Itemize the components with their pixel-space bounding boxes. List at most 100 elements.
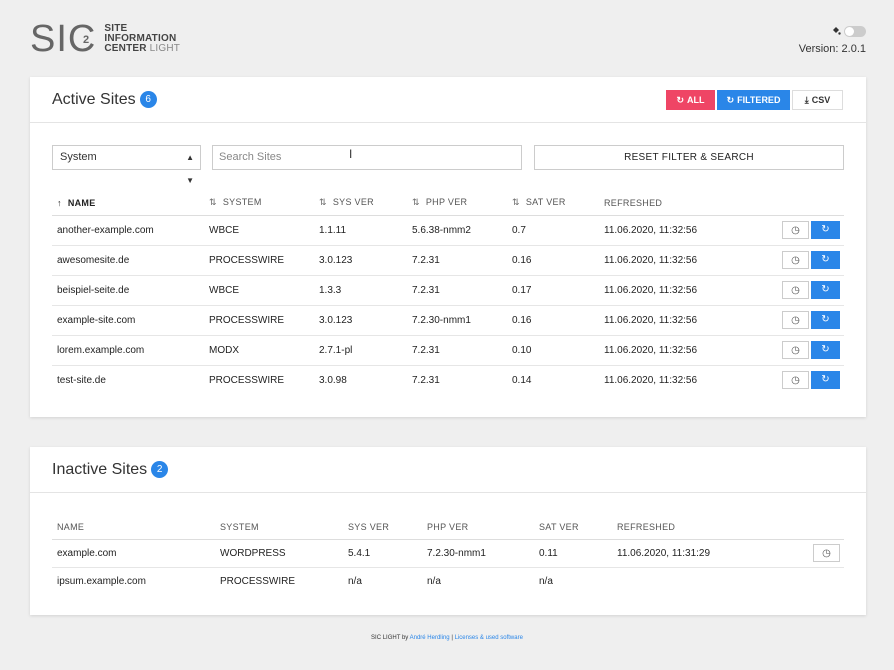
table-cell: 11.06.2020, 11:31:29 [612, 539, 782, 568]
clock-icon: ◷ [791, 225, 800, 236]
table-cell: another-example.com [52, 215, 204, 246]
table-cell: 11.06.2020, 11:32:56 [599, 215, 739, 246]
download-icon: ⤓ [804, 94, 809, 105]
refresh-site-button[interactable]: ↻ [811, 251, 840, 269]
table-cell: 0.7 [507, 215, 599, 246]
col-header-php-ver: PHP VER [422, 515, 534, 540]
table-cell: test-site.de [57, 374, 106, 386]
refresh-site-button[interactable]: ↻ [811, 371, 840, 390]
table-cell: 11.06.2020, 11:32:56 [599, 305, 739, 336]
licenses-link[interactable]: Licenses & used software [454, 635, 523, 641]
table-cell: MODX [204, 335, 314, 366]
table-cell: PROCESSWIRE [209, 374, 285, 386]
row-actions: ◷ ↻ [739, 245, 844, 276]
col-header-name: NAME [52, 515, 215, 540]
logo-line3-bold: CENTER [104, 43, 147, 54]
table-row: example-site.com PROCESSWIRE 3.0.123 7.2.30… [52, 305, 844, 336]
active-sites-title: Active Sites [52, 90, 136, 108]
version-label: Version: 2.0.1 [798, 43, 866, 55]
system-select[interactable]: System ▲ ▼ [52, 145, 201, 185]
table-cell: 1.1.11 [314, 215, 407, 246]
refresh-icon: ↻ [676, 94, 685, 105]
table-cell: 11.06.2020, 11:32:56 [599, 335, 739, 366]
col-header-sat-ver[interactable]: ⇅ SAT VER [507, 191, 599, 216]
table-cell: 5.6.38-nmm2 [407, 215, 507, 246]
refresh-site-button[interactable]: ↻ [811, 341, 840, 359]
logo-text: SITE INFORMATION CENTER LIGHT [104, 24, 180, 54]
clock-icon: ◷ [822, 548, 831, 559]
table-cell: 0.16 [507, 305, 599, 336]
filter-bar: System ▲ ▼ Search Sites I RESET FILTER & … [52, 145, 844, 185]
history-button[interactable]: ◷ [782, 341, 809, 359]
footer-prefix: SIC LIGHT by [371, 635, 409, 641]
table-cell: WBCE [204, 215, 314, 246]
refresh-site-button[interactable]: ↻ [811, 281, 840, 299]
table-cell: 0.11 [534, 539, 612, 568]
table-cell: example-site.com [52, 305, 204, 336]
header-right: Version: 2.0.1 [799, 24, 866, 55]
inactive-sites-title: Inactive Sites [52, 460, 148, 478]
table-cell: 0.16 [507, 245, 599, 276]
table-cell: 2.7.1-pl [314, 335, 407, 366]
refresh-filtered-button[interactable]: ↻ FILTERED [717, 90, 790, 110]
col-header-actions [739, 191, 844, 216]
table-cell: n/a [427, 575, 441, 587]
col-header-refreshed: REFRESHED [612, 515, 782, 540]
history-button[interactable]: ◷ [782, 251, 809, 269]
table-cell: 11.06.2020, 11:32:56 [599, 275, 739, 306]
csv-export-button[interactable]: ⤓ CSV [792, 90, 843, 110]
clock-icon: ◷ [791, 375, 800, 387]
table-cell [612, 567, 782, 595]
table-cell: 7.2.31 [407, 275, 507, 306]
history-button[interactable]: ◷ [782, 311, 809, 329]
col-header-system[interactable]: ⇅ SYSTEM [204, 191, 314, 216]
table-row: beispiel-seite.de WBCE 1.3.3 7.2.31 0.17 11.0… [52, 275, 844, 306]
inactive-count-badge: 2 [151, 461, 169, 478]
refresh-icon: ↻ [821, 254, 830, 265]
refresh-icon: ↻ [726, 94, 735, 105]
paint-bucket-icon [833, 27, 841, 35]
table-cell: lorem.example.com [52, 335, 204, 366]
table-row: test-site.de PROCESSWIRE 3.0.98 7.2.31 0.14 1… [52, 365, 844, 395]
history-button[interactable]: ◷ [782, 371, 809, 390]
table-cell: 3.0.123 [314, 245, 407, 276]
inactive-sites-header: Inactive Sites 2 [30, 447, 866, 493]
logo-sic: SIC [30, 18, 97, 60]
history-button[interactable]: ◷ [813, 544, 840, 562]
col-header-name[interactable]: ↑ NAME [52, 191, 204, 216]
refresh-all-button[interactable]: ↻ ALL [666, 90, 715, 110]
refresh-icon: ↻ [821, 314, 830, 325]
col-header-system: SYSTEM [215, 515, 343, 540]
row-actions: ◷ ↻ [739, 335, 844, 366]
table-cell: WBCE [204, 275, 314, 306]
refresh-site-button[interactable]: ↻ [811, 311, 840, 329]
refresh-icon: ↻ [821, 284, 830, 295]
table-cell: beispiel-seite.de [52, 275, 204, 306]
table-cell: 5.4.1 [343, 539, 422, 568]
refresh-icon: ↻ [821, 374, 830, 386]
active-header-buttons: ↻ ALL ↻ FILTERED ⤓ CSV [666, 90, 843, 110]
reset-filter-button[interactable]: RESET FILTER & SEARCH [534, 145, 844, 170]
active-sites-table: ↑ NAME ⇅ SYSTEM ⇅ SYS VER ⇅ PHP VER ⇅ SAT VER… [52, 191, 844, 395]
col-header-sat-ver: SAT VER [534, 515, 612, 540]
table-cell: 7.2.31 [412, 374, 440, 386]
col-header-php-ver[interactable]: ⇅ PHP VER [407, 191, 507, 216]
refresh-icon: ↻ [821, 344, 830, 355]
table-cell: n/a [539, 575, 553, 587]
table-row: another-example.com WBCE 1.1.11 5.6.38-nmm2… [52, 215, 844, 246]
select-caret-icon: ▲ ▼ [186, 153, 194, 185]
col-header-sys-ver: SYS VER [343, 515, 422, 540]
row-actions: ◷ ↻ [739, 215, 844, 246]
history-button[interactable]: ◷ [782, 281, 809, 299]
col-header-sys-ver[interactable]: ⇅ SYS VER [314, 191, 407, 216]
table-cell: awesomesite.de [52, 245, 204, 276]
author-link[interactable]: André Herdling [409, 635, 450, 641]
history-button[interactable]: ◷ [782, 221, 809, 239]
col-header-refreshed: REFRESHED [599, 191, 739, 216]
active-sites-card: Active Sites 6 ↻ ALL ↻ FILTERED ⤓ CSV Syste… [30, 77, 866, 417]
theme-toggle[interactable] [844, 25, 866, 37]
search-input[interactable]: Search Sites [212, 145, 522, 170]
logo: SIC 2 SITE INFORMATION CENTER LIGHT [30, 20, 180, 58]
refresh-site-button[interactable]: ↻ [811, 221, 840, 239]
logo-line3-light: LIGHT [149, 43, 181, 54]
